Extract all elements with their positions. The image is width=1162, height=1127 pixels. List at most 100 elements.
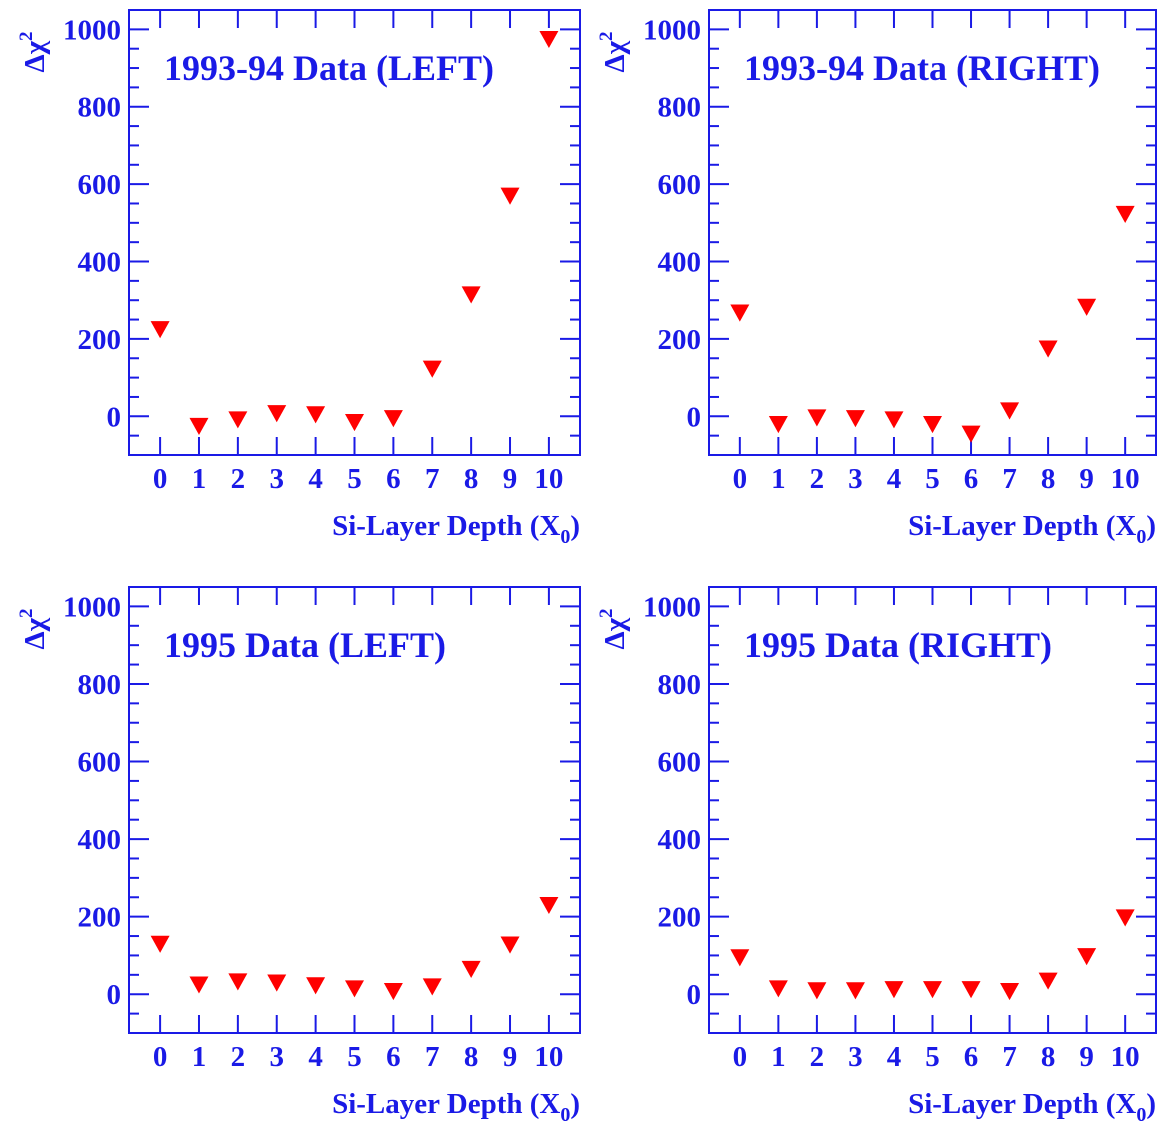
data-point [500, 187, 520, 205]
x-tick-label: 8 [464, 1041, 479, 1073]
y-tick-label: 0 [687, 979, 702, 1011]
x-axis-label-main: Si-Layer Depth (X [908, 510, 1136, 542]
y-tick-label: 800 [78, 92, 122, 124]
data-point [306, 977, 326, 995]
x-axis-label-main: Si-Layer Depth (X [908, 1088, 1136, 1120]
data-point [1038, 972, 1058, 990]
y-tick-label: 200 [658, 902, 702, 934]
x-axis-label: Si-Layer Depth (X0) [908, 510, 1156, 548]
data-point [768, 415, 788, 434]
x-tick-label: 2 [231, 1041, 246, 1073]
y-axis-label-main: Δχ [599, 40, 631, 72]
y-tick-label: 0 [107, 979, 122, 1011]
x-tick-label: 6 [964, 1041, 979, 1073]
y-axis-label-main: Δχ [19, 617, 51, 649]
x-axis-label-close: ) [1146, 1088, 1156, 1120]
x-tick-label: 3 [848, 463, 863, 495]
x-tick-label: 10 [534, 463, 563, 495]
data-point [961, 425, 981, 443]
y-tick-label: 600 [78, 747, 122, 779]
y-tick-label: 1000 [63, 591, 121, 623]
x-tick-label: 3 [848, 1041, 863, 1073]
x-axis-label-close: ) [570, 510, 580, 542]
data-point [150, 935, 170, 953]
chart-title: 1995 Data (RIGHT) [744, 625, 1052, 665]
data-point [807, 409, 827, 427]
x-axis-label-close: ) [570, 1088, 580, 1120]
chart-title: 1993-94 Data (RIGHT) [744, 48, 1100, 88]
y-axis-label-main: Δχ [599, 617, 631, 649]
x-tick-label: 6 [386, 1041, 401, 1073]
y-axis-label: Δχ2 [16, 608, 51, 649]
data-point [730, 304, 750, 322]
y-tick-label: 200 [78, 902, 122, 934]
x-tick-label: 10 [534, 1041, 563, 1073]
x-tick-label: 8 [464, 463, 479, 495]
x-axis-label: Si-Layer Depth (X0) [908, 1088, 1156, 1126]
x-tick-label: 2 [231, 463, 246, 495]
x-tick-label: 1 [771, 1041, 786, 1073]
data-point [189, 417, 209, 436]
x-tick-label: 6 [964, 463, 979, 495]
y-tick-label: 800 [658, 669, 702, 701]
data-point [1115, 909, 1135, 927]
x-tick-label: 8 [1041, 463, 1056, 495]
data-point [923, 415, 942, 434]
x-tick-label: 5 [925, 1041, 940, 1073]
data-point [1038, 340, 1058, 358]
x-tick-label: 0 [733, 1041, 748, 1073]
x-axis-label-subscript: 0 [560, 1104, 570, 1126]
x-tick-label: 3 [269, 463, 284, 495]
y-tick-label: 0 [107, 401, 122, 433]
x-axis-label: Si-Layer Depth (X0) [332, 1088, 580, 1126]
x-tick-label: 2 [810, 463, 825, 495]
x-tick-label: 7 [425, 463, 440, 495]
x-axis-label-main: Si-Layer Depth (X [332, 1088, 560, 1120]
x-tick-label: 3 [269, 1041, 284, 1073]
y-tick-label: 200 [78, 324, 122, 356]
chart-title: 1995 Data (LEFT) [164, 625, 446, 665]
data-point [383, 983, 403, 1001]
data-point [923, 981, 942, 999]
x-axis-label-subscript: 0 [1136, 1104, 1146, 1126]
y-tick-label: 600 [658, 169, 702, 201]
data-point [768, 980, 788, 998]
x-tick-label: 4 [887, 1041, 902, 1073]
x-axis-label: Si-Layer Depth (X0) [332, 510, 580, 548]
data-point [730, 949, 750, 967]
x-tick-label: 4 [887, 463, 902, 495]
data-point [189, 976, 209, 994]
x-tick-label: 8 [1041, 1041, 1056, 1073]
data-point [228, 411, 248, 429]
data-point [539, 896, 559, 915]
x-tick-label: 4 [308, 463, 323, 495]
data-point [422, 978, 442, 996]
y-tick-label: 800 [78, 669, 122, 701]
data-point [267, 974, 287, 992]
x-axis-label-subscript: 0 [560, 526, 570, 548]
y-tick-label: 600 [78, 169, 122, 201]
data-point [345, 414, 364, 432]
x-tick-label: 7 [1002, 463, 1017, 495]
x-axis-label-close: ) [1146, 510, 1156, 542]
x-tick-label: 6 [386, 463, 401, 495]
y-tick-label: 400 [78, 824, 122, 856]
x-tick-label: 1 [192, 1041, 207, 1073]
x-tick-label: 0 [153, 463, 168, 495]
x-axis-label-main: Si-Layer Depth (X [332, 510, 560, 542]
y-axis-label: Δχ2 [596, 31, 631, 72]
x-tick-label: 10 [1111, 463, 1140, 495]
data-point [306, 406, 326, 424]
y-tick-label: 1000 [643, 14, 701, 46]
data-point [500, 936, 520, 954]
x-tick-label: 0 [733, 463, 748, 495]
data-point [1000, 402, 1020, 420]
x-tick-label: 9 [503, 1041, 518, 1073]
x-tick-label: 5 [347, 1041, 362, 1073]
data-point [807, 982, 827, 1000]
x-tick-label: 2 [810, 1041, 825, 1073]
